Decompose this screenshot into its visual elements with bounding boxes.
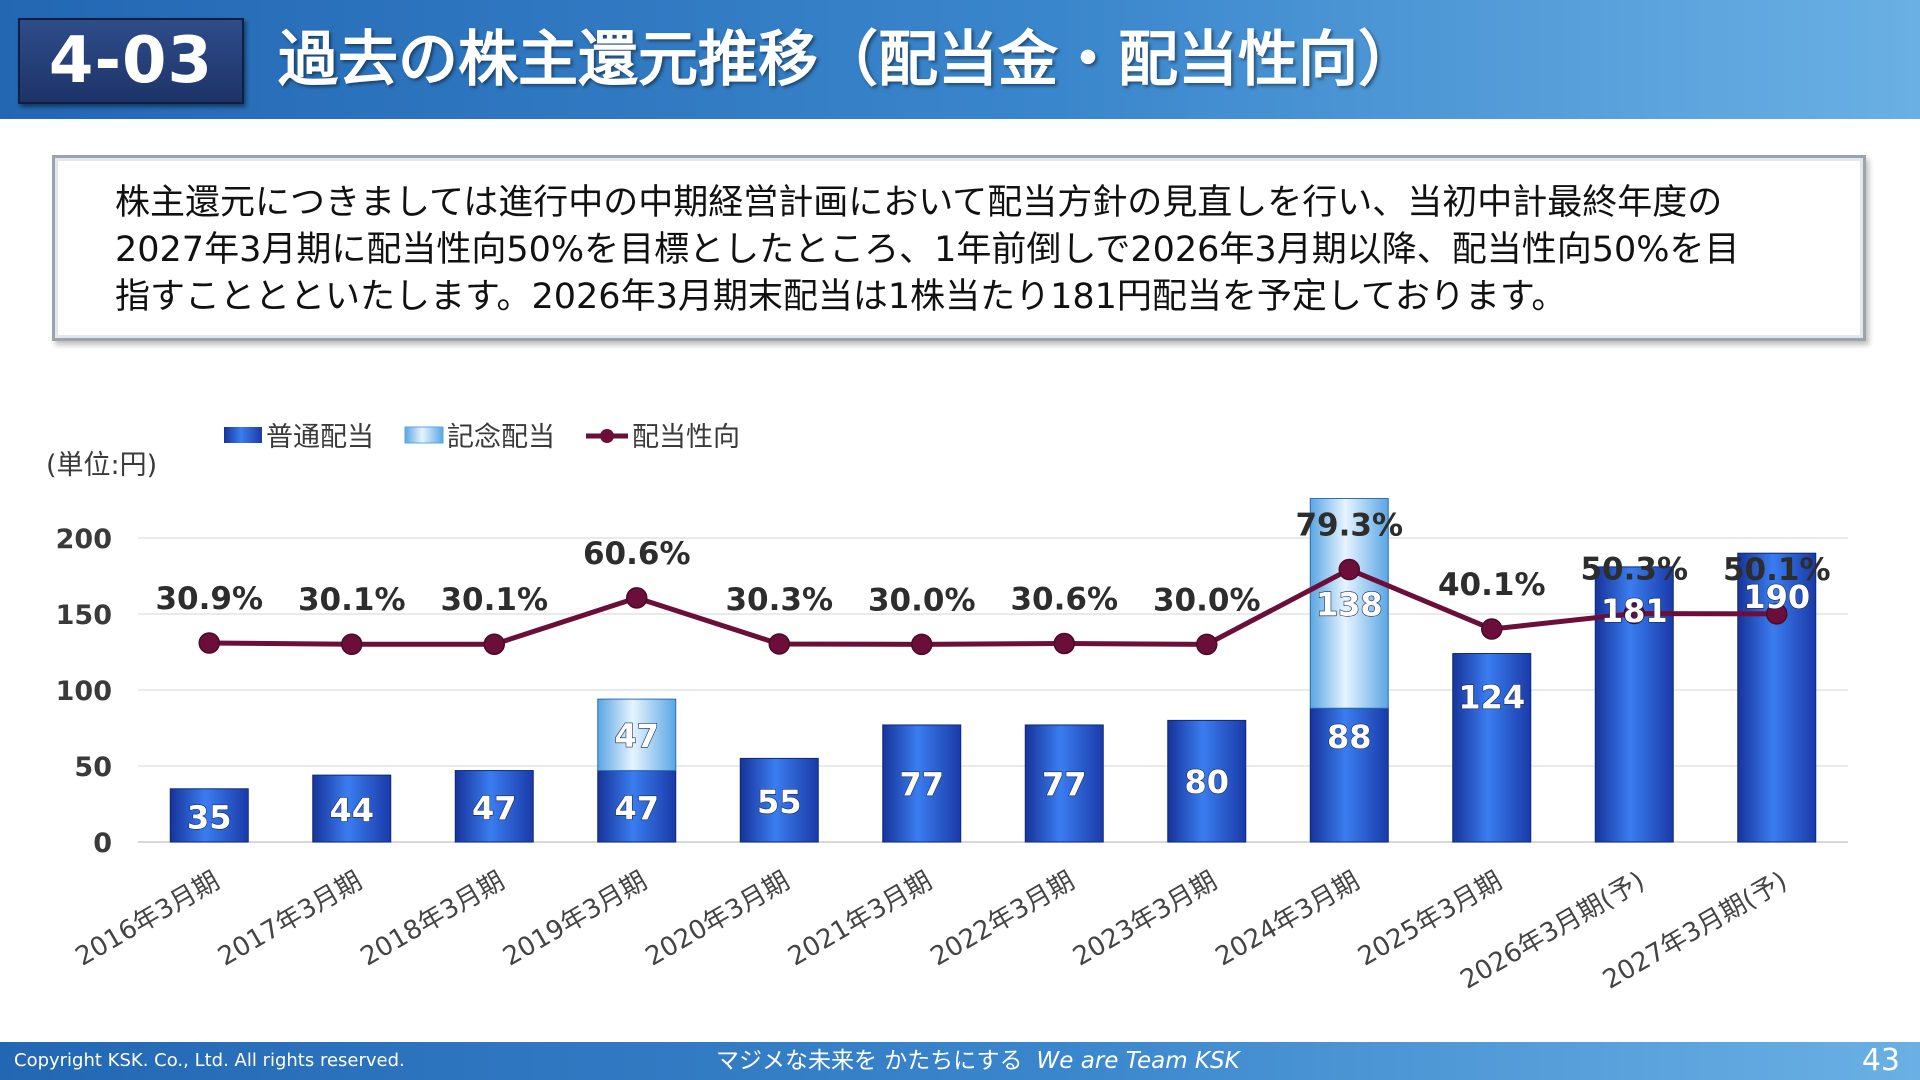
bar-regular-dividend xyxy=(597,770,677,843)
summary-line-2: 2027年3月期に配当性向50%を目標としたところ、1年前倒しで2026年3月期… xyxy=(115,230,1740,270)
x-tick-label: 2024年3月期 xyxy=(1211,866,1365,972)
payout-ratio-label: 30.1% xyxy=(440,582,548,618)
legend-swatch-commemorative xyxy=(404,426,444,444)
bar-value-label: 44 xyxy=(329,792,374,830)
bar-regular-dividend xyxy=(1024,724,1104,843)
payout-ratio-label: 50.3% xyxy=(1580,552,1688,588)
slogan: マジメな未来を かたちにする We are Team KSK xyxy=(716,1047,1240,1075)
summary-box: 株主還元につきましては進行中の中期経営計画において配当方針の見直しを行い、当初中… xyxy=(52,155,1866,341)
payout-ratio-label: 50.1% xyxy=(1723,552,1831,588)
bar-regular-dividend xyxy=(1737,552,1817,843)
y-tick-label: 100 xyxy=(56,676,112,707)
x-tick-label: 2016年3月期 xyxy=(71,866,225,972)
x-tick-label: 2020年3月期 xyxy=(641,866,795,972)
bar-value-label: 77 xyxy=(899,765,944,803)
payout-ratio-line xyxy=(209,566,1777,647)
x-tick-label: 2021年3月期 xyxy=(783,866,937,972)
slogan-jp: マジメな未来を かたちにする xyxy=(716,1048,1023,1074)
bar-commemorative-dividend xyxy=(597,698,677,772)
payout-ratio-point xyxy=(341,633,363,655)
copyright-text: Copyright KSK. Co., Ltd. All rights rese… xyxy=(14,1050,405,1071)
bar-value-label: 138 xyxy=(1316,585,1383,623)
payout-ratio-point xyxy=(1766,603,1788,625)
y-tick-label: 50 xyxy=(74,752,112,783)
bar-regular-dividend xyxy=(1452,653,1532,843)
payout-ratio-point xyxy=(626,587,648,609)
page-title: 過去の株主還元推移（配当金・配当性向） xyxy=(278,25,1418,95)
bar-value-label: 88 xyxy=(1327,718,1372,756)
bar-regular-dividend xyxy=(454,770,534,843)
payout-ratio-point xyxy=(483,633,505,655)
payout-ratio-label: 30.0% xyxy=(868,582,976,618)
bar-value-label: 55 xyxy=(757,783,802,821)
payout-ratio-label: 40.1% xyxy=(1438,567,1546,603)
payout-ratio-label: 30.0% xyxy=(1153,582,1261,618)
x-tick-label: 2022年3月期 xyxy=(926,866,1080,972)
payout-ratio-point xyxy=(198,632,220,654)
legend-label: 記念配当 xyxy=(447,422,555,453)
summary-line-3: 指すこととといたします。2026年3月期末配当は1株当たり181円配当を予定して… xyxy=(115,277,1567,317)
payout-ratio-label: 79.3% xyxy=(1295,507,1403,543)
header-bar: 4-03 過去の株主還元推移（配当金・配当性向） xyxy=(0,0,1920,119)
payout-ratio-label: 30.3% xyxy=(725,582,833,618)
legend-label: 配当性向 xyxy=(632,422,740,453)
payout-ratio-label: 30.9% xyxy=(155,581,263,617)
dividend-chart: 0 50 100 150 200 (単位:円) 2016年3月期2017年3月期2018年3… xyxy=(46,422,1848,996)
unit-label: (単位:円) xyxy=(46,450,157,481)
footer-bar: Copyright KSK. Co., Ltd. All rights rese… xyxy=(0,1042,1920,1080)
x-tick-label: 2017年3月期 xyxy=(213,866,367,972)
bar-value-label: 47 xyxy=(472,789,517,827)
payout-ratio-point xyxy=(1053,632,1075,655)
bar-value-label: 47 xyxy=(614,717,659,755)
payout-ratio-label: 30.1% xyxy=(298,582,406,618)
payout-ratio-point xyxy=(1196,633,1218,656)
bar-commemorative-dividend xyxy=(1309,497,1389,709)
bar-value-label: 80 xyxy=(1184,763,1229,801)
bar-value-label: 181 xyxy=(1601,592,1668,630)
x-tick-label: 2023年3月期 xyxy=(1068,866,1222,972)
payout-ratio-point xyxy=(1481,618,1503,640)
bar-value-label: 124 xyxy=(1458,679,1525,717)
section-number-badge: 4-03 xyxy=(18,18,244,104)
bar-regular-dividend xyxy=(169,788,249,843)
legend-swatch-regular xyxy=(224,427,262,443)
payout-ratio-point xyxy=(1338,558,1360,581)
payout-ratio-point xyxy=(911,633,933,656)
bar-regular-dividend xyxy=(882,724,962,843)
payout-ratio-label: 30.6% xyxy=(1010,581,1118,617)
page-number: 43 xyxy=(1861,1043,1900,1078)
summary-line-1: 株主還元につきましては進行中の中期経営計画において配当方針の見直しを行い、当初中… xyxy=(115,183,1723,223)
y-tick-label: 150 xyxy=(56,600,112,631)
bar-regular-dividend xyxy=(1167,719,1247,843)
y-tick-label: 0 xyxy=(93,828,112,859)
bar-regular-dividend xyxy=(739,757,819,843)
bar-value-label: 77 xyxy=(1042,765,1087,803)
legend-label: 普通配当 xyxy=(266,422,374,453)
x-tick-label: 2018年3月期 xyxy=(356,866,510,972)
bar-regular-dividend xyxy=(312,774,392,843)
bar-value-label: 190 xyxy=(1743,578,1810,616)
bar-regular-dividend xyxy=(1309,707,1389,843)
payout-ratio-label: 60.6% xyxy=(583,536,691,572)
slogan-en: We are Team KSK xyxy=(1036,1048,1240,1074)
bar-value-label: 47 xyxy=(614,789,659,827)
payout-ratio-point xyxy=(1623,602,1645,625)
legend-marker-payout xyxy=(600,429,614,443)
payout-ratio-point xyxy=(768,633,790,655)
x-tick-label: 2019年3月期 xyxy=(498,866,652,972)
y-tick-label: 200 xyxy=(56,524,112,555)
bar-value-label: 35 xyxy=(187,798,232,836)
